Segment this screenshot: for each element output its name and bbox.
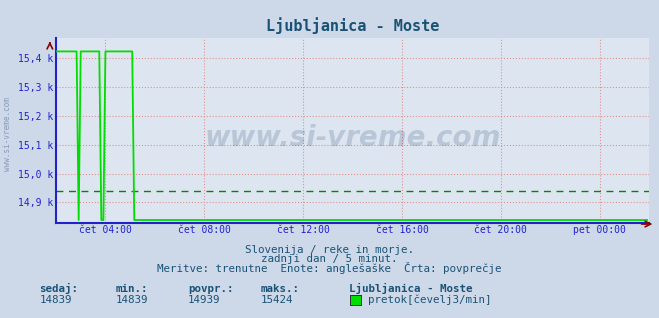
Text: sedaj:: sedaj: [40, 283, 78, 294]
Text: www.si-vreme.com: www.si-vreme.com [204, 124, 501, 152]
Text: maks.:: maks.: [260, 284, 299, 294]
Text: 14939: 14939 [188, 295, 220, 305]
Text: Slovenija / reke in morje.: Slovenija / reke in morje. [245, 245, 414, 255]
Text: zadnji dan / 5 minut.: zadnji dan / 5 minut. [261, 254, 398, 264]
Text: 14839: 14839 [115, 295, 148, 305]
Title: Ljubljanica - Moste: Ljubljanica - Moste [266, 17, 440, 34]
Text: www.si-vreme.com: www.si-vreme.com [3, 97, 13, 170]
Text: 14839: 14839 [40, 295, 72, 305]
Text: Ljubljanica - Moste: Ljubljanica - Moste [349, 283, 473, 294]
Text: pretok[čevelj3/min]: pretok[čevelj3/min] [368, 294, 491, 305]
Text: Meritve: trenutne  Enote: anglešaške  Črta: povprečje: Meritve: trenutne Enote: anglešaške Črta… [158, 262, 501, 274]
Text: min.:: min.: [115, 284, 148, 294]
Text: povpr.:: povpr.: [188, 284, 233, 294]
Text: 15424: 15424 [260, 295, 293, 305]
